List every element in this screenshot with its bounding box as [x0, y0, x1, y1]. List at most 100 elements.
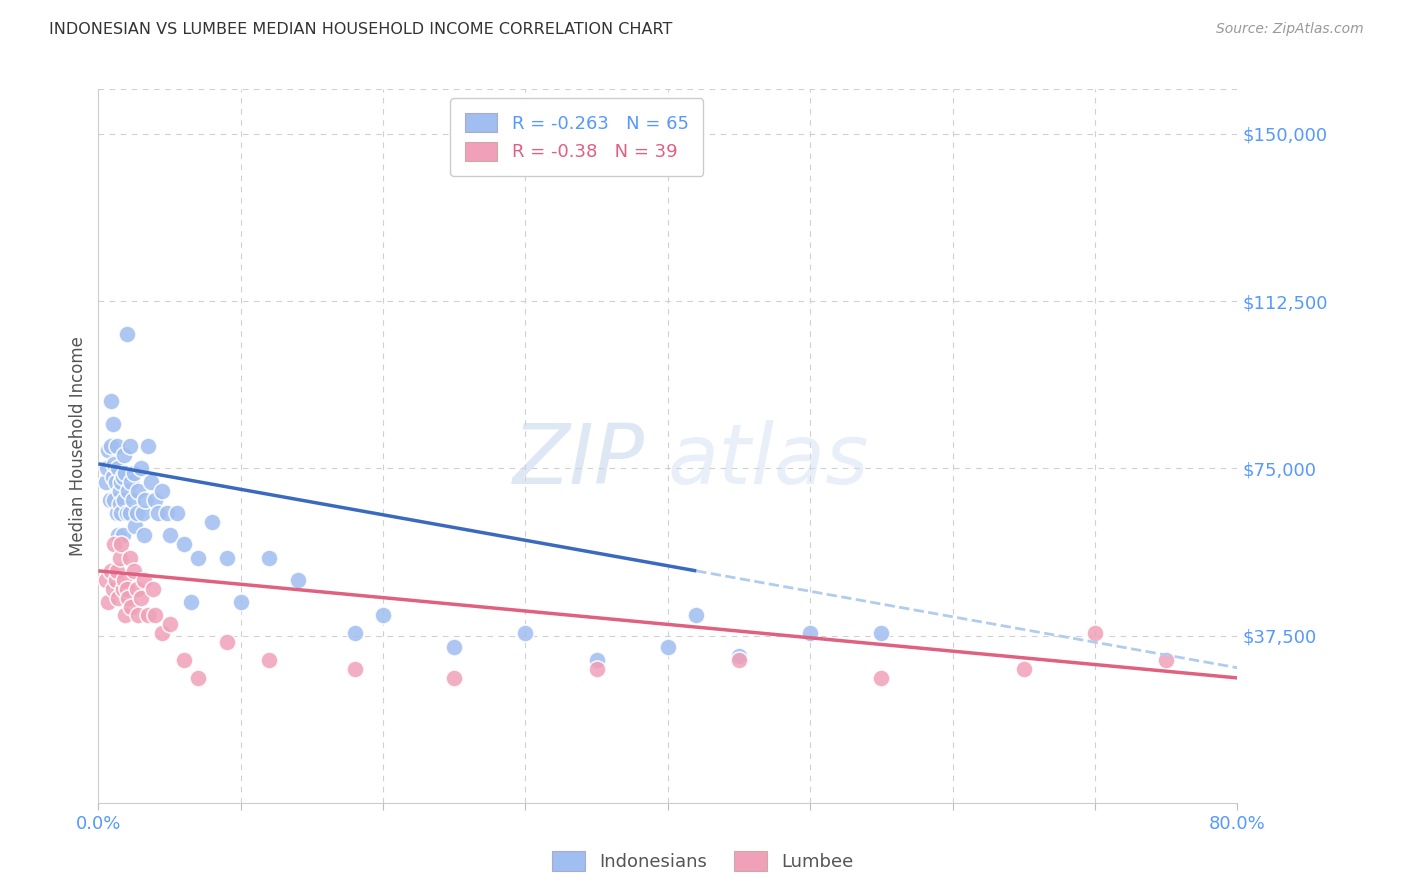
Point — [108, 497, 131, 511]
Point — [1012, 662, 1035, 676]
Point — [104, 475, 127, 489]
Point — [118, 439, 141, 453]
Point — [141, 582, 163, 596]
Point — [101, 417, 124, 431]
Point — [103, 537, 125, 551]
Point — [136, 439, 159, 453]
Point — [94, 475, 117, 489]
Point — [173, 653, 195, 667]
Point — [105, 439, 128, 453]
Point — [287, 573, 309, 587]
Point — [127, 483, 149, 498]
Legend: R = -0.263   N = 65, R = -0.38   N = 39: R = -0.263 N = 65, R = -0.38 N = 39 — [450, 98, 703, 176]
Point — [145, 492, 167, 507]
Point — [132, 528, 155, 542]
Point — [159, 528, 181, 542]
Point — [111, 582, 134, 596]
Point — [585, 662, 607, 676]
Point — [373, 608, 395, 623]
Point — [728, 653, 751, 667]
Point — [134, 492, 156, 507]
Point — [799, 626, 821, 640]
Point — [100, 564, 122, 578]
Text: INDONESIAN VS LUMBEE MEDIAN HOUSEHOLD INCOME CORRELATION CHART: INDONESIAN VS LUMBEE MEDIAN HOUSEHOLD IN… — [49, 22, 672, 37]
Point — [107, 461, 129, 475]
Point — [229, 595, 252, 609]
Point — [94, 573, 117, 587]
Point — [104, 573, 127, 587]
Point — [515, 626, 537, 640]
Text: ZIP: ZIP — [513, 420, 645, 500]
Point — [120, 599, 142, 614]
Point — [105, 564, 128, 578]
Point — [156, 506, 179, 520]
Point — [131, 506, 153, 520]
Point — [132, 573, 155, 587]
Point — [124, 519, 146, 533]
Point — [215, 550, 238, 565]
Point — [728, 648, 751, 663]
Point — [129, 461, 152, 475]
Point — [117, 483, 139, 498]
Point — [107, 528, 129, 542]
Point — [1084, 626, 1107, 640]
Point — [173, 537, 195, 551]
Point — [97, 595, 120, 609]
Point — [115, 582, 138, 596]
Point — [129, 591, 152, 605]
Point — [112, 573, 135, 587]
Point — [180, 595, 202, 609]
Point — [201, 515, 224, 529]
Point — [112, 448, 135, 462]
Point — [152, 483, 174, 498]
Point — [117, 591, 139, 605]
Point — [152, 626, 174, 640]
Point — [98, 492, 121, 507]
Point — [657, 640, 679, 654]
Point — [100, 439, 122, 453]
Point — [187, 671, 209, 685]
Point — [343, 626, 366, 640]
Point — [114, 608, 136, 623]
Point — [107, 591, 129, 605]
Point — [110, 537, 132, 551]
Point — [1154, 653, 1177, 667]
Point — [870, 671, 893, 685]
Point — [108, 550, 131, 565]
Point — [112, 492, 135, 507]
Point — [115, 327, 138, 342]
Point — [148, 506, 170, 520]
Y-axis label: Median Household Income: Median Household Income — [69, 336, 87, 556]
Point — [136, 608, 159, 623]
Text: Source: ZipAtlas.com: Source: ZipAtlas.com — [1216, 22, 1364, 37]
Point — [685, 608, 707, 623]
Point — [443, 671, 465, 685]
Point — [166, 506, 188, 520]
Point — [122, 466, 145, 480]
Point — [343, 662, 366, 676]
Point — [127, 608, 149, 623]
Point — [120, 475, 142, 489]
Point — [121, 492, 143, 507]
Point — [108, 483, 131, 498]
Point — [110, 475, 132, 489]
Point — [103, 492, 125, 507]
Point — [110, 506, 132, 520]
Point — [259, 653, 281, 667]
Point — [111, 470, 134, 484]
Point — [101, 582, 124, 596]
Point — [122, 564, 145, 578]
Text: atlas: atlas — [668, 420, 869, 500]
Point — [259, 550, 281, 565]
Point — [96, 461, 118, 475]
Point — [103, 457, 125, 471]
Point — [215, 635, 238, 649]
Point — [187, 550, 209, 565]
Point — [125, 506, 148, 520]
Point — [101, 470, 124, 484]
Point — [139, 475, 162, 489]
Point — [443, 640, 465, 654]
Point — [870, 626, 893, 640]
Point — [114, 466, 136, 480]
Point — [111, 528, 134, 542]
